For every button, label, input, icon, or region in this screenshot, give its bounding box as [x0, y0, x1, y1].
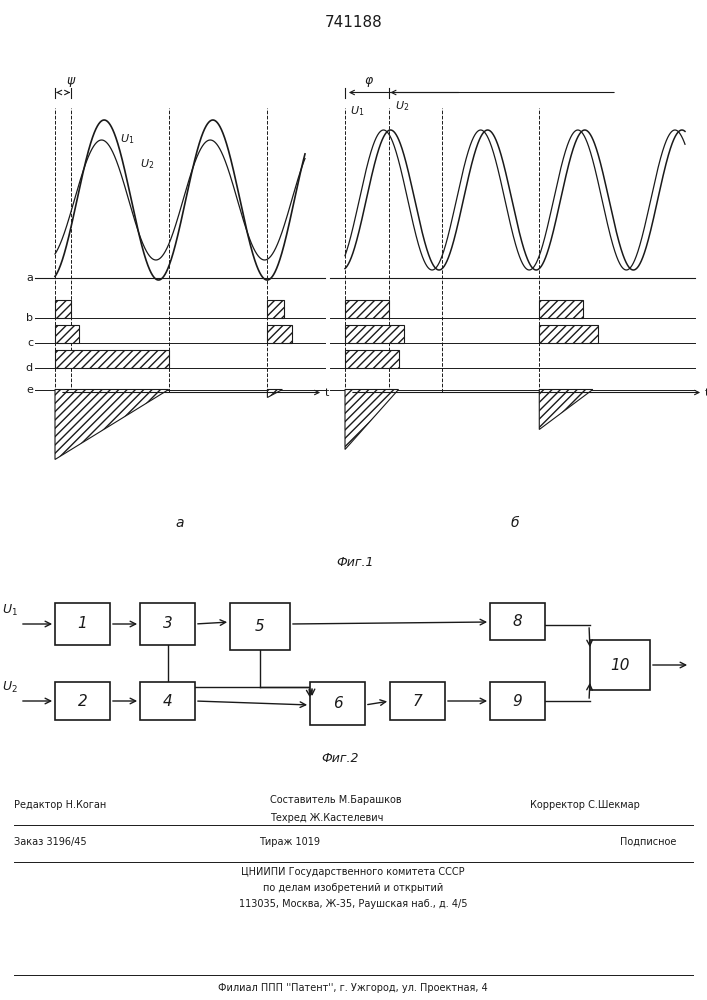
Text: Заказ 3196/45: Заказ 3196/45 [14, 837, 87, 847]
Text: t: t [325, 388, 329, 398]
Text: 741188: 741188 [325, 15, 382, 30]
Bar [490, 682, 545, 720]
Bar [267, 300, 284, 318]
Text: Составитель М.Барашков: Составитель М.Барашков [270, 795, 402, 805]
Text: Фиг.2: Фиг.2 [321, 752, 358, 765]
Text: a: a [176, 516, 185, 530]
Bar [267, 325, 292, 343]
Bar [490, 603, 545, 640]
Text: Фиг.1: Фиг.1 [337, 556, 374, 569]
Text: 113035, Москва, Ж-35, Раушская наб., д. 4/5: 113035, Москва, Ж-35, Раушская наб., д. … [239, 899, 467, 909]
Text: Филиал ППП ''Патент'', г. Ужгород, ул. Проектная, 4: Филиал ППП ''Патент'', г. Ужгород, ул. П… [218, 983, 488, 993]
Text: Корректор С.Шекмар: Корректор С.Шекмар [530, 800, 640, 810]
Bar [590, 640, 650, 690]
Text: $U_1$: $U_1$ [120, 133, 134, 146]
Bar [140, 603, 195, 645]
Text: Подписное: Подписное [620, 837, 677, 847]
Bar [55, 300, 71, 318]
Polygon shape [539, 390, 592, 430]
Bar [390, 682, 445, 720]
Text: $\psi$: $\psi$ [66, 75, 76, 89]
Text: 6: 6 [332, 696, 342, 711]
Text: Редактор Н.Коган: Редактор Н.Коган [14, 800, 106, 810]
Text: $U_2$: $U_2$ [395, 99, 409, 113]
Text: 7: 7 [413, 694, 422, 708]
Text: 1: 1 [78, 616, 88, 632]
Bar [345, 350, 399, 368]
Text: $U_2$: $U_2$ [140, 158, 154, 171]
Text: б: б [510, 516, 519, 530]
Text: по делам изобретений и открытий: по делам изобретений и открытий [263, 883, 443, 893]
Text: 2: 2 [78, 694, 88, 708]
Text: $U_1$: $U_1$ [350, 104, 364, 118]
Text: Техред Ж.Кастелевич: Техред Ж.Кастелевич [270, 813, 383, 823]
Text: $\varphi$: $\varphi$ [363, 75, 374, 89]
Text: 9: 9 [513, 694, 522, 708]
Bar [55, 603, 110, 645]
Text: $U_1$: $U_1$ [2, 603, 18, 618]
Text: $U_2$: $U_2$ [2, 680, 18, 695]
Text: 3: 3 [163, 616, 173, 632]
Text: 10: 10 [610, 658, 630, 672]
Bar [539, 300, 583, 318]
Bar [55, 325, 79, 343]
Text: d: d [26, 363, 33, 373]
Bar [230, 603, 290, 650]
Text: 4: 4 [163, 694, 173, 708]
Polygon shape [55, 390, 169, 460]
Text: 8: 8 [513, 614, 522, 629]
Text: ЦНИИПИ Государственного комитета СССР: ЦНИИПИ Государственного комитета СССР [241, 867, 464, 877]
Bar [345, 325, 404, 343]
Polygon shape [267, 390, 282, 398]
Text: b: b [26, 313, 33, 323]
Text: Тираж 1019: Тираж 1019 [259, 837, 320, 847]
Bar [55, 350, 169, 368]
Text: t: t [705, 388, 707, 398]
Text: 5: 5 [255, 619, 265, 634]
Text: a: a [26, 273, 33, 283]
Bar [539, 325, 598, 343]
Bar [55, 682, 110, 720]
Polygon shape [345, 390, 399, 450]
Bar [310, 682, 365, 725]
Text: c: c [27, 338, 33, 348]
Bar [345, 300, 389, 318]
Bar [140, 682, 195, 720]
Text: e: e [26, 385, 33, 395]
